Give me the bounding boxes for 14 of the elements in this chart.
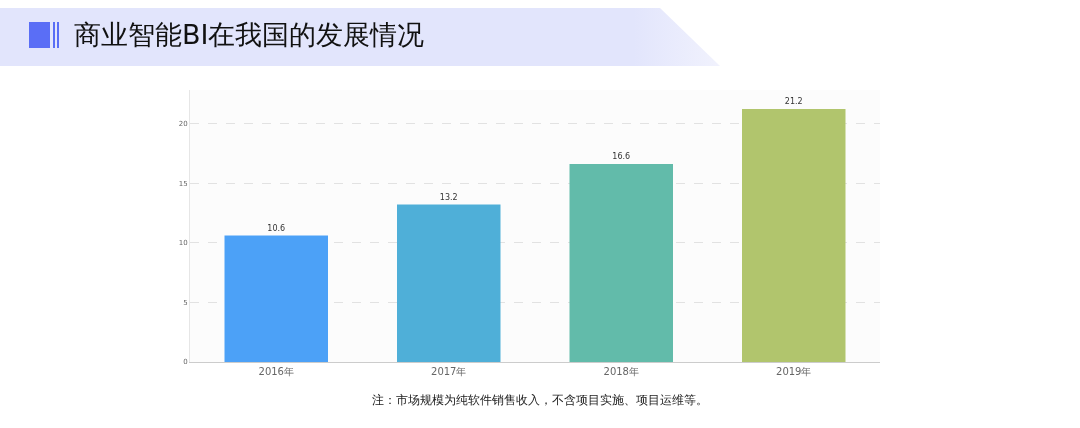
data-label: 21.2 [784, 97, 803, 107]
x-tick-label: 2018年 [603, 366, 639, 377]
bar [742, 109, 846, 362]
bar [569, 163, 673, 362]
x-tick-label: 2017年 [431, 366, 467, 377]
data-label: 16.6 [612, 151, 631, 161]
bar [397, 204, 501, 362]
data-label: 13.2 [439, 192, 458, 202]
x-tick-label: 2019年 [776, 366, 812, 377]
bar [224, 235, 328, 362]
data-label: 10.6 [267, 223, 286, 233]
x-tick-label: 2016年 [258, 366, 294, 377]
chart-title: 商业智能BI在我国的发展情况 [74, 18, 425, 52]
text: 注：市场规模为纯软件销售收入，不含项目实施、项目运维等。 [371, 392, 709, 409]
